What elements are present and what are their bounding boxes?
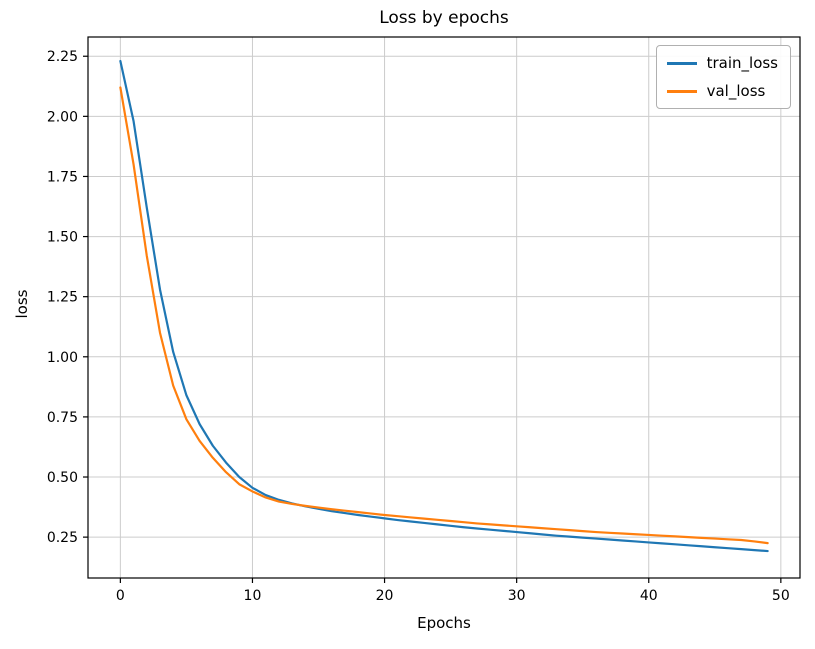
y-tick-label: 0.25 [47,530,78,546]
x-tick-label: 0 [116,588,125,604]
y-tick-label: 1.00 [47,350,78,366]
axes-box [87,36,801,579]
legend-line-swatch [666,61,697,65]
x-axis-label: Epochs [417,614,471,632]
y-tick-label: 2.00 [47,109,78,125]
x-tick-label: 40 [640,588,658,604]
x-tick-label: 50 [772,588,790,604]
legend-entry-val_loss: val_loss [666,82,778,100]
legend-label: train_loss [706,54,778,72]
x-tick-label: 20 [376,588,394,604]
legend-line-swatch [666,89,697,93]
chart-title: Loss by epochs [379,8,509,28]
y-tick-label: 1.50 [47,230,78,246]
y-tick-label: 2.25 [47,49,78,65]
y-tick-label: 0.75 [47,410,78,426]
legend-entry-train_loss: train_loss [666,54,778,72]
y-tick-label: 1.25 [47,290,78,306]
x-tick-label: 30 [508,588,526,604]
series-line-val_loss [119,86,769,545]
y-tick-label: 0.50 [47,470,78,486]
y-tick-label: 1.75 [47,169,78,185]
series-line-train_loss [119,59,769,553]
x-tick-label: 10 [244,588,262,604]
legend: train_loss val_loss [655,45,791,109]
legend-label: val_loss [706,82,766,100]
